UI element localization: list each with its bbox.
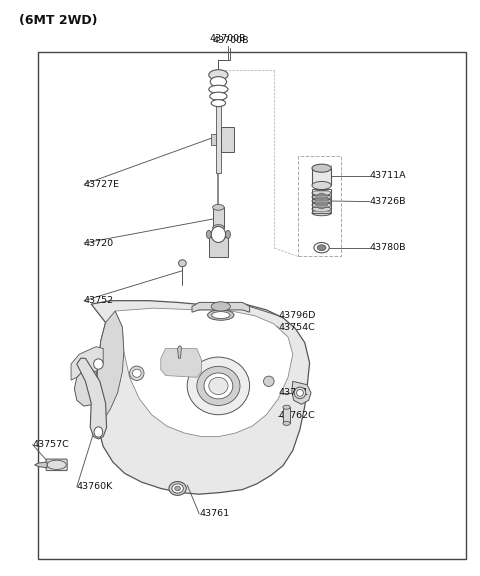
Ellipse shape bbox=[197, 366, 240, 406]
Ellipse shape bbox=[209, 85, 228, 93]
Polygon shape bbox=[77, 358, 107, 439]
Ellipse shape bbox=[264, 376, 274, 386]
Text: 43727E: 43727E bbox=[84, 180, 120, 189]
Ellipse shape bbox=[212, 312, 230, 319]
FancyBboxPatch shape bbox=[211, 134, 216, 145]
Ellipse shape bbox=[312, 198, 331, 204]
Ellipse shape bbox=[209, 377, 228, 395]
Ellipse shape bbox=[312, 202, 331, 207]
Ellipse shape bbox=[211, 100, 226, 107]
Ellipse shape bbox=[209, 70, 228, 80]
Polygon shape bbox=[161, 348, 202, 377]
Ellipse shape bbox=[312, 207, 331, 211]
Ellipse shape bbox=[283, 406, 290, 409]
Ellipse shape bbox=[312, 211, 331, 216]
Text: 43752: 43752 bbox=[84, 296, 114, 305]
Text: 43731: 43731 bbox=[278, 388, 309, 397]
Ellipse shape bbox=[294, 387, 306, 399]
Ellipse shape bbox=[179, 260, 186, 267]
Polygon shape bbox=[115, 308, 293, 437]
FancyBboxPatch shape bbox=[46, 459, 67, 471]
Ellipse shape bbox=[297, 389, 303, 396]
Polygon shape bbox=[96, 311, 124, 420]
FancyBboxPatch shape bbox=[216, 105, 221, 173]
Text: 43761: 43761 bbox=[199, 509, 229, 518]
Ellipse shape bbox=[211, 302, 230, 311]
Ellipse shape bbox=[312, 164, 331, 172]
Ellipse shape bbox=[317, 245, 326, 251]
Ellipse shape bbox=[94, 359, 103, 369]
Ellipse shape bbox=[283, 422, 290, 425]
Text: 43762C: 43762C bbox=[278, 411, 315, 420]
Ellipse shape bbox=[169, 482, 186, 495]
Ellipse shape bbox=[211, 226, 226, 242]
Ellipse shape bbox=[210, 92, 227, 100]
Ellipse shape bbox=[187, 357, 250, 415]
Ellipse shape bbox=[213, 204, 224, 210]
FancyBboxPatch shape bbox=[283, 407, 290, 423]
Polygon shape bbox=[192, 302, 250, 312]
Ellipse shape bbox=[315, 193, 328, 209]
Text: 43700B: 43700B bbox=[210, 34, 246, 43]
Text: 43700B: 43700B bbox=[212, 36, 249, 45]
Text: 43796D: 43796D bbox=[278, 311, 316, 320]
Polygon shape bbox=[178, 346, 181, 358]
Ellipse shape bbox=[172, 484, 183, 493]
Ellipse shape bbox=[312, 181, 331, 190]
Polygon shape bbox=[35, 462, 47, 468]
Polygon shape bbox=[292, 381, 311, 404]
Ellipse shape bbox=[213, 225, 224, 230]
Text: 43726B: 43726B bbox=[370, 197, 406, 206]
Ellipse shape bbox=[314, 242, 329, 253]
Text: 43780B: 43780B bbox=[370, 243, 406, 252]
Ellipse shape bbox=[206, 230, 211, 238]
Ellipse shape bbox=[226, 230, 230, 238]
FancyBboxPatch shape bbox=[213, 207, 224, 228]
Ellipse shape bbox=[210, 77, 227, 87]
Ellipse shape bbox=[132, 369, 141, 377]
Ellipse shape bbox=[47, 460, 66, 469]
Text: 43711A: 43711A bbox=[370, 171, 406, 180]
Ellipse shape bbox=[313, 191, 330, 211]
Ellipse shape bbox=[94, 427, 103, 437]
Ellipse shape bbox=[130, 366, 144, 381]
Polygon shape bbox=[91, 301, 310, 494]
Ellipse shape bbox=[312, 195, 331, 199]
Ellipse shape bbox=[175, 486, 180, 491]
FancyBboxPatch shape bbox=[209, 237, 228, 257]
Polygon shape bbox=[71, 347, 103, 380]
Polygon shape bbox=[74, 370, 98, 406]
Bar bbox=[38, 52, 466, 559]
Text: 43754C: 43754C bbox=[278, 323, 315, 332]
Text: (6MT 2WD): (6MT 2WD) bbox=[19, 14, 98, 28]
Ellipse shape bbox=[204, 373, 233, 399]
Ellipse shape bbox=[208, 310, 234, 320]
Text: 43757C: 43757C bbox=[33, 440, 70, 449]
Text: 43720: 43720 bbox=[84, 238, 114, 248]
FancyBboxPatch shape bbox=[221, 127, 234, 152]
Ellipse shape bbox=[312, 190, 331, 196]
Text: 43760K: 43760K bbox=[77, 482, 113, 491]
FancyBboxPatch shape bbox=[312, 168, 331, 185]
